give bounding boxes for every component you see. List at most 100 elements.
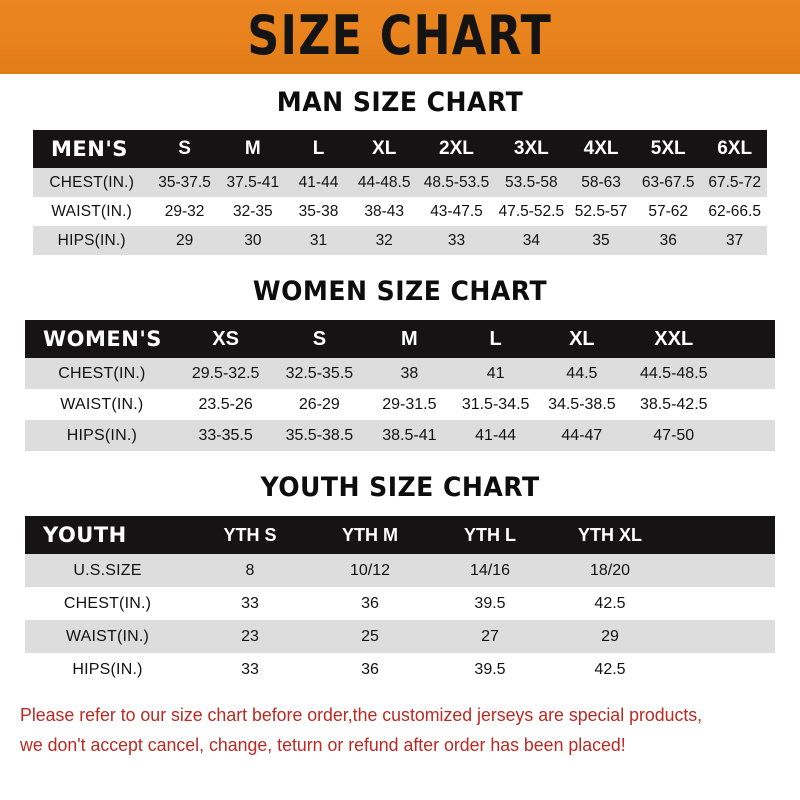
women-column-header: M xyxy=(401,327,418,350)
women-measurement-cell: 44-47 xyxy=(561,426,603,444)
men-measurement-cell: 33 xyxy=(447,231,466,249)
youth-header-row: YOUTH YTH S YTH M YTH L YTH XL xyxy=(25,516,775,554)
women-measurement-cell: 31.5-34.5 xyxy=(461,395,530,413)
men-column-header: 4XL xyxy=(583,138,619,159)
table-row: WAIST(IN.) 23.5-26 26-29 29-31.5 31.5-34.5 34… xyxy=(25,389,775,420)
men-measurement-cell: 53.5-58 xyxy=(505,173,558,191)
men-measurement-cell: 52.5-57 xyxy=(574,202,628,220)
women-measurement-cell: 44.5-48.5 xyxy=(639,364,708,382)
women-row-label: WAIST(IN.) xyxy=(60,395,144,413)
men-section-title: MAN SIZE CHART xyxy=(276,87,524,118)
youth-measurement-cell: 23 xyxy=(241,627,259,645)
men-measurement-cell: 41-44 xyxy=(298,173,339,191)
women-measurement-cell: 34.5-38.5 xyxy=(548,395,616,413)
men-column-header: 6XL xyxy=(717,138,753,159)
youth-measurement-cell: 25 xyxy=(361,627,379,645)
men-measurement-cell: 32 xyxy=(375,231,393,249)
youth-size-table-wrap: YOUTH YTH S YTH M YTH L YTH XL U.S.SIZE 8 10/… xyxy=(25,516,775,686)
men-measurement-cell: 29-32 xyxy=(164,202,205,220)
men-row-label: HIPS(IN.) xyxy=(57,231,126,249)
women-measurement-cell: 47-50 xyxy=(653,426,695,444)
spacer-cell xyxy=(723,420,776,451)
youth-size-table: YOUTH YTH S YTH M YTH L YTH XL U.S.SIZE 8 10/… xyxy=(25,516,775,686)
men-measurement-cell: 67.5-72 xyxy=(708,173,761,191)
men-measurement-cell: 44-48.5 xyxy=(357,173,411,191)
men-measurement-cell: 57-62 xyxy=(648,202,689,220)
men-size-table-wrap: MEN'S S M L XL 2XL 3XL 4XL 5XL 6XL CHEST(IN.) 35-… xyxy=(33,130,767,255)
youth-row-label: CHEST(IN.) xyxy=(63,594,152,612)
spacer-cell xyxy=(670,554,775,587)
table-row: HIPS(IN.) 29 30 31 32 33 34 35 36 37 xyxy=(33,226,767,255)
spacer-cell xyxy=(670,587,775,620)
youth-measurement-cell: 8 xyxy=(245,561,255,579)
women-measurement-cell: 23.5-26 xyxy=(198,395,253,413)
table-row: HIPS(IN.) 33-35.5 35.5-38.5 38.5-41 41-44 44-… xyxy=(25,420,775,451)
men-measurement-cell: 43-47.5 xyxy=(430,202,483,220)
women-measurement-cell: 38.5-41 xyxy=(382,426,437,444)
youth-measurement-cell: 14/16 xyxy=(469,561,511,579)
table-row: CHEST(IN.) 33 36 39.5 42.5 xyxy=(25,587,775,620)
youth-row-label: HIPS(IN.) xyxy=(72,660,143,678)
men-row-label-header: MEN'S xyxy=(51,137,128,161)
order-policy-note-line-2: we don't accept cancel, change, teturn o… xyxy=(20,734,626,755)
spacer-cell xyxy=(670,516,775,554)
table-row: U.S.SIZE 8 10/12 14/16 18/20 xyxy=(25,554,775,587)
men-measurement-cell: 32-35 xyxy=(233,202,273,220)
youth-measurement-cell: 36 xyxy=(361,660,379,678)
youth-measurement-cell: 39.5 xyxy=(474,594,506,612)
men-size-table: MEN'S S M L XL 2XL 3XL 4XL 5XL 6XL CHEST(IN.) 35-… xyxy=(33,130,767,255)
table-row: WAIST(IN.) 29-32 32-35 35-38 38-43 43-47.5 47.… xyxy=(33,197,767,226)
youth-row-label-header: YOUTH xyxy=(43,523,127,547)
youth-row-label: WAIST(IN.) xyxy=(65,627,150,645)
page-title: SIZE CHART xyxy=(247,3,553,67)
youth-measurement-cell: 42.5 xyxy=(594,660,626,678)
men-measurement-cell: 48.5-53.5 xyxy=(423,173,490,191)
men-measurement-cell: 47.5-52.5 xyxy=(498,202,565,220)
youth-section-title: YOUTH SIZE CHART xyxy=(260,472,540,503)
women-measurement-cell: 35.5-38.5 xyxy=(285,426,354,444)
men-column-header: S xyxy=(178,138,191,159)
women-column-header: S xyxy=(312,327,327,350)
men-measurement-cell: 31 xyxy=(309,231,328,249)
youth-column-header: YTH M xyxy=(342,524,398,545)
women-section-title: WOMEN SIZE CHART xyxy=(252,276,548,307)
men-header-row: MEN'S S M L XL 2XL 3XL 4XL 5XL 6XL xyxy=(33,130,767,168)
men-measurement-cell: 29 xyxy=(175,231,194,249)
spacer-cell xyxy=(723,389,776,420)
women-header-row: WOMEN'S XS S M L XL XXL xyxy=(25,320,775,358)
table-row: CHEST(IN.) 35-37.5 37.5-41 41-44 44-48.5 48.5… xyxy=(33,168,767,197)
page-banner: SIZE CHART xyxy=(0,0,800,74)
men-measurement-cell: 37 xyxy=(726,231,744,249)
women-row-label: CHEST(IN.) xyxy=(58,364,146,382)
youth-measurement-cell: 18/20 xyxy=(589,561,631,579)
youth-measurement-cell: 27 xyxy=(481,627,499,645)
men-measurement-cell: 63-67.5 xyxy=(641,173,695,191)
women-row-label: HIPS(IN.) xyxy=(66,426,137,444)
men-row-label: CHEST(IN.) xyxy=(49,173,135,191)
women-column-header: L xyxy=(489,327,502,350)
spacer-cell xyxy=(670,620,775,653)
youth-measurement-cell: 33 xyxy=(241,660,259,678)
youth-column-header: YTH S xyxy=(223,524,277,545)
men-column-header: 3XL xyxy=(513,138,549,159)
table-row: CHEST(IN.) 29.5-32.5 32.5-35.5 38 41 44.5 44.5… xyxy=(25,358,775,389)
women-measurement-cell: 41 xyxy=(486,364,505,382)
women-measurement-cell: 41-44 xyxy=(475,426,517,444)
spacer-cell xyxy=(723,358,776,389)
women-measurement-cell: 38 xyxy=(400,364,419,382)
youth-measurement-cell: 36 xyxy=(361,594,379,612)
youth-row-label: U.S.SIZE xyxy=(73,561,142,579)
order-policy-note-line-1: Please refer to our size chart before or… xyxy=(20,704,703,725)
men-column-header: XL xyxy=(372,138,397,159)
spacer-cell xyxy=(670,653,775,686)
women-measurement-cell: 32.5-35.5 xyxy=(285,364,354,382)
men-measurement-cell: 37.5-41 xyxy=(226,173,280,191)
table-row: HIPS(IN.) 33 36 39.5 42.5 xyxy=(25,653,775,686)
youth-measurement-cell: 33 xyxy=(241,594,259,612)
women-measurement-cell: 33-35.5 xyxy=(198,426,253,444)
men-column-header: 5XL xyxy=(650,138,686,159)
women-size-table: WOMEN'S XS S M L XL XXL CHEST(IN.) 29.5-32.5 32… xyxy=(25,320,775,451)
men-measurement-cell: 36 xyxy=(659,231,677,249)
women-measurement-cell: 29-31.5 xyxy=(382,395,437,413)
